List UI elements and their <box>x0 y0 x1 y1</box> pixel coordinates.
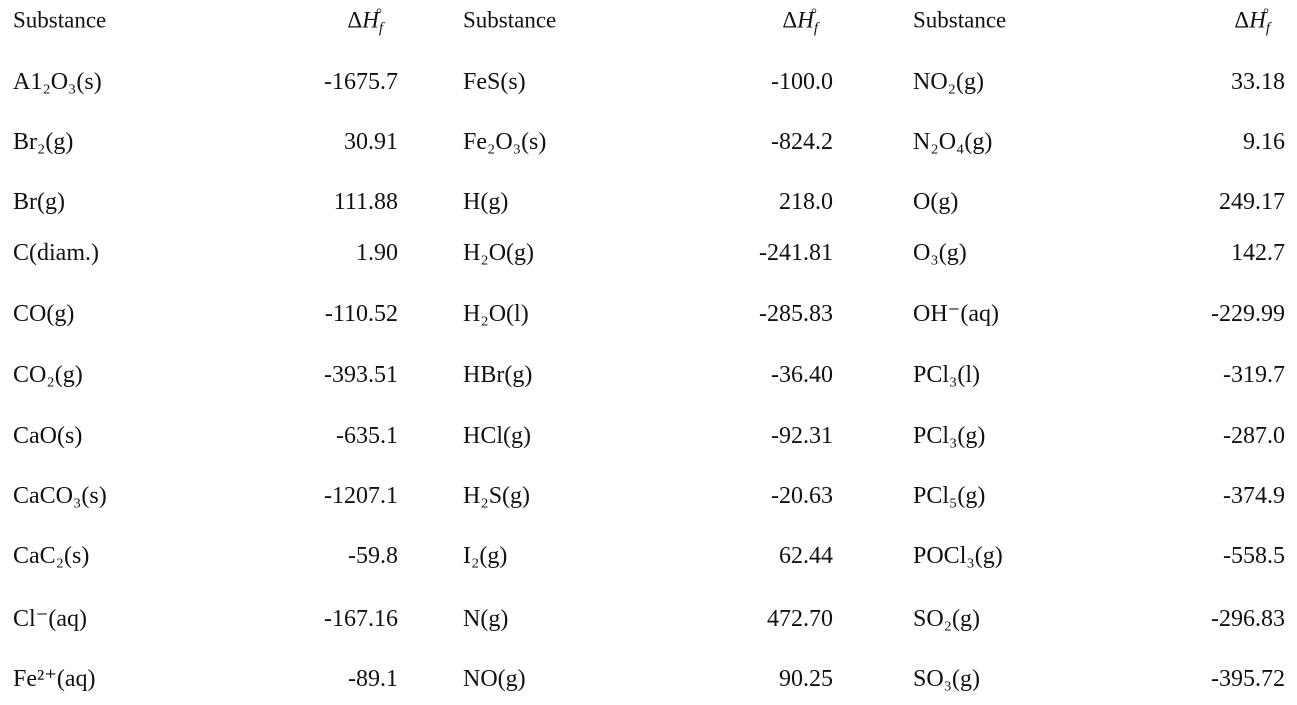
enthalpy-symbol: H <box>362 7 379 33</box>
enthalpy-value: 218.0 <box>779 189 833 215</box>
enthalpy-value: 30.91 <box>344 129 398 155</box>
enthalpy-value: 90.25 <box>779 666 833 692</box>
substance: HCl(g) <box>463 423 531 449</box>
enthalpy-value: -824.2 <box>771 129 833 155</box>
substance: H₂O(l) <box>463 301 529 327</box>
substance: H₂S(g) <box>463 483 531 509</box>
enthalpy-value: 9.16 <box>1243 129 1285 155</box>
substance: NO₂(g) <box>913 69 985 95</box>
enthalpy-value: -167.16 <box>324 606 398 632</box>
delta: Δ <box>782 7 798 33</box>
substance: Cl⁻(aq) <box>13 606 87 632</box>
enthalpy-value: 249.17 <box>1219 189 1285 215</box>
property-header: ΔHf° <box>782 6 818 37</box>
substance: H(g) <box>463 189 509 215</box>
substance: Br₂(g) <box>13 129 74 155</box>
enthalpy-value: -59.8 <box>348 543 398 569</box>
substance: PCl₅(g) <box>913 483 986 509</box>
substance: SO₃(g) <box>913 666 981 692</box>
enthalpy-symbol: H <box>1249 7 1266 33</box>
enthalpy-value: -89.1 <box>348 666 398 692</box>
enthalpy-value: 142.7 <box>1231 240 1285 266</box>
delta: Δ <box>347 7 363 33</box>
substance: HBr(g) <box>463 362 533 388</box>
enthalpy-value: -241.81 <box>759 240 833 266</box>
enthalpy-value: 111.88 <box>333 189 398 215</box>
enthalpy-value: 62.44 <box>779 543 833 569</box>
substance: CO₂(g) <box>13 362 83 388</box>
substance: CaCO₃(s) <box>13 483 107 509</box>
substance: O(g) <box>913 189 959 215</box>
substance: Fe₂O₃(s) <box>463 129 547 155</box>
substance: CaO(s) <box>13 423 83 449</box>
substance: PCl₃(l) <box>913 362 981 388</box>
subscript: f <box>1265 20 1270 37</box>
substance: C(diam.) <box>13 240 99 266</box>
substance: N(g) <box>463 606 509 632</box>
column-header: Substance <box>13 7 107 33</box>
enthalpy-value: -319.7 <box>1223 362 1285 388</box>
enthalpy-value: -110.52 <box>324 301 398 327</box>
subscript: f <box>813 20 818 37</box>
enthalpy-value: -36.40 <box>771 362 833 388</box>
enthalpy-value: -1675.7 <box>324 69 398 95</box>
substance: OH⁻(aq) <box>913 301 999 327</box>
enthalpy-value: -1207.1 <box>324 483 398 509</box>
substance: N₂O₄(g) <box>913 129 993 155</box>
enthalpy-value: 472.70 <box>767 606 833 632</box>
superscript: ° <box>1263 6 1269 23</box>
enthalpy-value: -558.5 <box>1223 543 1285 569</box>
enthalpy-value: -395.72 <box>1211 666 1285 692</box>
substance: Br(g) <box>13 189 65 215</box>
substance: FeS(s) <box>463 69 526 95</box>
substance: CaC₂(s) <box>13 543 90 569</box>
property-header: ΔHf° <box>347 6 383 37</box>
substance: I₂(g) <box>463 543 508 569</box>
superscript: ° <box>376 6 382 23</box>
substance: SO₂(g) <box>913 606 981 632</box>
substance: O₃(g) <box>913 240 967 266</box>
property-header: ΔHf° <box>1234 6 1270 37</box>
substance: A1₂O₃(s) <box>13 69 102 95</box>
enthalpy-value: -296.83 <box>1211 606 1285 632</box>
enthalpy-value: -20.63 <box>771 483 833 509</box>
enthalpy-value: -92.31 <box>771 423 833 449</box>
enthalpy-value: 1.90 <box>356 240 398 266</box>
enthalpy-symbol: H <box>797 7 814 33</box>
column-header: Substance <box>463 7 557 33</box>
enthalpy-value: -374.9 <box>1223 483 1285 509</box>
enthalpy-value: -635.1 <box>336 423 398 449</box>
subscript: f <box>378 20 383 37</box>
enthalpy-value: -287.0 <box>1223 423 1285 449</box>
enthalpy-value: -229.99 <box>1211 301 1285 327</box>
delta: Δ <box>1234 7 1250 33</box>
substance: NO(g) <box>463 666 526 692</box>
column-header: Substance <box>913 7 1007 33</box>
substance: PCl₃(g) <box>913 423 986 449</box>
substance: CO(g) <box>13 301 75 327</box>
enthalpy-value: -100.0 <box>771 69 833 95</box>
substance: POCl₃(g) <box>913 543 1003 569</box>
enthalpy-value: -393.51 <box>324 362 398 388</box>
enthalpy-value: -285.83 <box>759 301 833 327</box>
substance: H₂O(g) <box>463 240 535 266</box>
superscript: ° <box>811 6 817 23</box>
enthalpy-value: 33.18 <box>1231 69 1285 95</box>
substance: Fe²⁺(aq) <box>13 666 96 692</box>
